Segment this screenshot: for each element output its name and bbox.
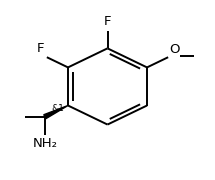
Text: F: F <box>104 15 111 28</box>
Text: NH₂: NH₂ <box>32 137 57 150</box>
Polygon shape <box>44 105 68 118</box>
Text: &1: &1 <box>51 104 64 113</box>
Text: F: F <box>37 42 44 55</box>
Text: O: O <box>169 43 180 56</box>
